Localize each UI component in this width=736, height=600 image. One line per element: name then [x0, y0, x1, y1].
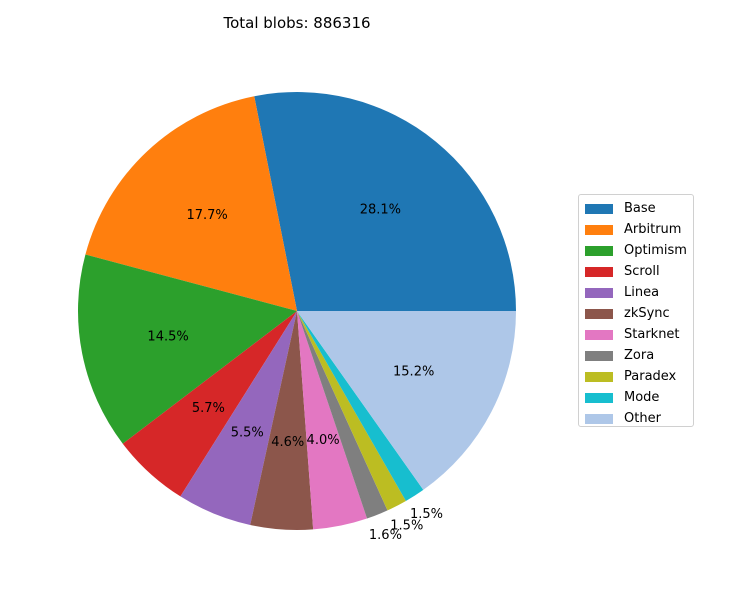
chart-title: Total blobs: 886316	[222, 14, 370, 32]
legend-item-mode: Mode	[585, 387, 693, 408]
legend-item-arbitrum: Arbitrum	[585, 219, 693, 240]
pie-slice-paradex	[297, 311, 406, 511]
legend-label: Base	[624, 201, 656, 216]
legend-label: Optimism	[624, 243, 687, 258]
legend-swatch	[585, 350, 613, 361]
legend-item-optimism: Optimism	[585, 240, 693, 261]
pie-slices	[78, 91, 516, 530]
legend-item-base: Base	[585, 198, 693, 219]
pie-slice-scroll	[122, 311, 297, 497]
pie-label-scroll: 5.7%	[192, 401, 225, 416]
pie-labels: 28.1%17.7%14.5%5.7%5.5%4.6% 4.0%1.6%1.5%1…	[147, 202, 443, 543]
pie-slice-mode	[297, 311, 424, 502]
legend-label: zkSync	[624, 306, 670, 321]
pie-slice-zora	[297, 311, 388, 519]
pie-slice-optimism	[78, 254, 297, 444]
pie-label-arbitrum: 17.7%	[186, 208, 227, 223]
pie-label-mode: 1.5%	[410, 507, 443, 522]
legend-label: Arbitrum	[624, 222, 682, 237]
legend-label: Mode	[624, 390, 660, 405]
legend-item-other: Other	[585, 408, 693, 429]
pie-label-zora: 1.6%	[369, 528, 402, 543]
pie-label-other: 15.2%	[393, 364, 434, 379]
pie-slice-base	[254, 91, 516, 312]
legend-swatch	[585, 203, 613, 214]
pie-label-linea: 5.5%	[231, 426, 264, 441]
legend-item-starknet: Starknet	[585, 324, 693, 345]
legend-swatch	[585, 287, 613, 298]
legend-swatch	[585, 392, 613, 403]
legend-item-zora: Zora	[585, 345, 693, 366]
legend-item-linea: Linea	[585, 282, 693, 303]
legend-label: Scroll	[624, 264, 660, 279]
pie-slice-linea	[180, 311, 297, 525]
legend-swatch	[585, 413, 613, 424]
legend-item-zksync: zkSync	[585, 303, 693, 324]
legend-swatch	[585, 308, 613, 319]
legend-swatch	[585, 329, 613, 340]
pie-slice-other	[297, 311, 516, 490]
pie-slice-zksync	[250, 311, 314, 530]
legend-item-scroll: Scroll	[585, 261, 693, 282]
legend-label: Paradex	[624, 369, 677, 384]
legend-label: Zora	[624, 348, 655, 363]
pie-label-optimism: 14.5%	[147, 329, 188, 344]
pie-slice-arbitrum	[85, 96, 297, 311]
legend-swatch	[585, 266, 613, 277]
pie-slice-starknet	[297, 311, 368, 530]
legend-item-paradex: Paradex	[585, 366, 693, 387]
legend-swatch	[585, 245, 613, 256]
legend-label: Starknet	[624, 327, 680, 342]
legend-label: Linea	[624, 285, 660, 300]
legend-swatch	[585, 371, 613, 382]
legend: Base Arbitrum Optimism Scroll Linea zkSync Sta…	[578, 194, 694, 427]
pie-label-paradex: 1.5%	[390, 518, 423, 533]
legend-label: Other	[624, 411, 661, 426]
pie-label-starknet: 4.0%	[307, 433, 340, 448]
legend-swatch	[585, 224, 613, 235]
pie-label-zksync: 4.6%	[271, 435, 304, 450]
pie-label-base: 28.1%	[360, 202, 401, 217]
